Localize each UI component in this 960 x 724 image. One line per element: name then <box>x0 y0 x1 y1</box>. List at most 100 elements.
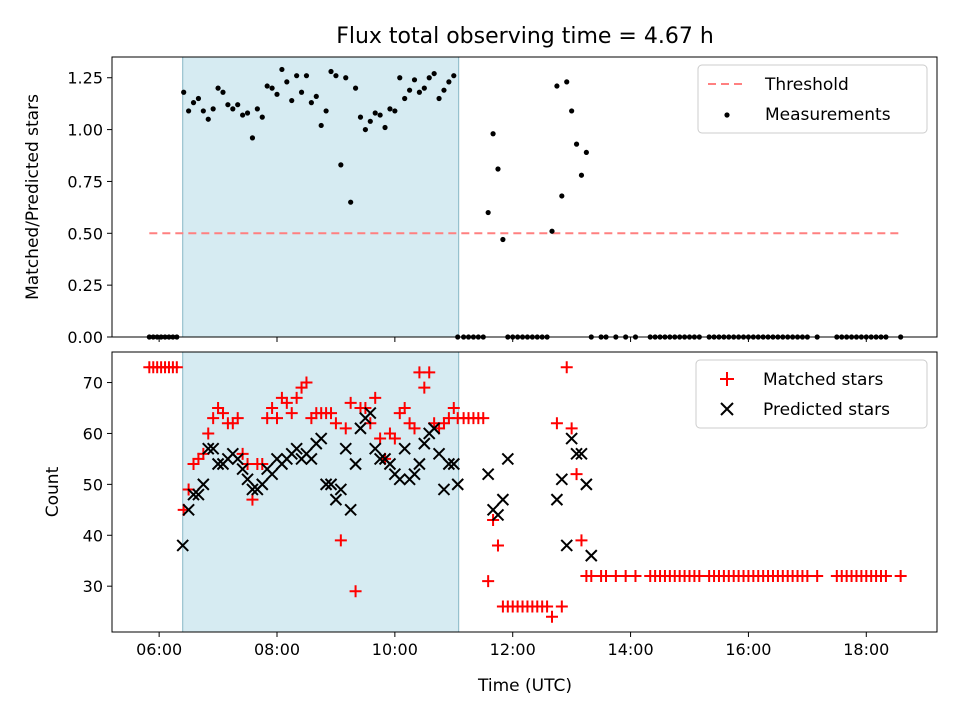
predicted-star-point <box>427 422 441 435</box>
measurement-point <box>254 106 260 112</box>
predicted-star-point <box>354 422 367 435</box>
measurement-point <box>573 141 580 147</box>
measurement-point <box>490 131 496 137</box>
measurement-point <box>382 124 388 131</box>
measurement-point <box>564 79 570 85</box>
top-shaded-interval <box>182 56 460 338</box>
matched-star-point <box>344 396 357 409</box>
x-axis-label: Time (UTC) <box>477 676 572 696</box>
legend-threshold-label: Threshold <box>764 75 849 95</box>
predicted-star-point <box>197 478 210 491</box>
bottom-axes-frame <box>111 351 938 633</box>
matched-star-point <box>541 600 554 613</box>
measurement-point <box>421 85 427 91</box>
bottom-legend: Matched stars Predicted stars <box>695 359 928 429</box>
measurement-point <box>323 108 329 114</box>
top-y-tick-label: 0.50 <box>67 224 103 243</box>
measurement-point <box>230 106 236 112</box>
matched-star-point <box>388 432 401 445</box>
legend-measurements-label: Measurements <box>765 105 891 125</box>
matched-star-point <box>575 534 588 547</box>
predicted-star-point <box>265 467 279 481</box>
matched-star-point <box>207 412 220 425</box>
predicted-star-point <box>314 432 328 445</box>
measurement-point <box>210 106 216 112</box>
predicted-star-point <box>491 508 505 522</box>
measurement-point <box>583 149 589 156</box>
bottom-y-axis-label: Count <box>43 466 63 517</box>
matched-star-point <box>231 412 244 425</box>
predicted-star-point <box>344 503 357 517</box>
predicted-star-point <box>369 442 382 455</box>
predicted-star-point <box>481 467 495 481</box>
measurement-point <box>348 199 354 205</box>
measurement-point <box>195 95 202 102</box>
legend-measurements-swatch <box>724 112 730 118</box>
top-y-tick-label: 0.00 <box>67 328 103 347</box>
measurement-point <box>303 73 310 79</box>
matched-star-point <box>565 422 578 435</box>
measurement-point <box>225 102 231 108</box>
predicted-star-point <box>329 493 343 506</box>
measurement-point <box>240 112 246 118</box>
matched-star-point <box>170 361 183 374</box>
top-axes-frame <box>111 56 938 338</box>
measurement-point <box>446 79 452 85</box>
predicted-star-point <box>256 478 269 491</box>
bottom-y-tick-label: 70 <box>83 374 103 393</box>
predicted-star-point <box>550 493 564 506</box>
matched-star-point <box>423 366 436 379</box>
measurement-point <box>406 87 413 93</box>
measurement-point <box>578 172 585 178</box>
x-tick-label: 14:00 <box>608 640 654 659</box>
measurement-point <box>416 89 423 95</box>
predicted-star-point <box>236 462 249 476</box>
measurement-point <box>328 68 334 75</box>
measurement-point <box>431 70 437 77</box>
matched-star-point <box>280 396 293 409</box>
matched-star-point <box>546 610 558 623</box>
predicted-star-point <box>383 457 397 471</box>
matched-star-point <box>349 585 362 598</box>
predicted-star-point <box>501 452 515 466</box>
bottom-y-tick-label: 60 <box>83 424 103 443</box>
matched-star-point <box>246 493 259 506</box>
predicted-star-point <box>393 473 406 486</box>
x-tick-label: 10:00 <box>372 640 418 659</box>
chart-title: Flux total observing time = 4.67 h <box>336 24 714 49</box>
matched-star-point <box>408 422 421 435</box>
measurement-point <box>411 77 418 83</box>
bottom-y-tick-label: 50 <box>83 475 103 494</box>
measurement-point <box>220 89 226 95</box>
predicted-star-point <box>290 442 303 455</box>
matched-star-point <box>266 402 279 414</box>
predicted-star-point <box>580 478 593 491</box>
measurement-point <box>284 79 290 85</box>
predicted-star-point <box>451 478 464 491</box>
measurement-point <box>205 116 211 122</box>
top-y-tick-label: 0.75 <box>67 172 103 191</box>
top-y-axis-label: Matched/Predicted stars <box>23 94 43 300</box>
top-y-tick-label: 1.25 <box>67 69 103 88</box>
measurement-point <box>372 110 378 116</box>
measurement-point <box>451 73 457 79</box>
matched-star-point <box>339 422 352 435</box>
matched-star-point <box>374 432 387 445</box>
bottom-y-tick-label: 30 <box>83 577 103 596</box>
measurement-point <box>190 100 197 106</box>
measurement-point <box>495 166 501 172</box>
matched-star-point <box>550 417 563 430</box>
measurement-point <box>279 66 285 73</box>
predicted-stars-points <box>176 406 598 562</box>
measurement-point <box>318 122 324 129</box>
matched-star-point <box>811 570 824 582</box>
predicted-star-point <box>319 478 333 491</box>
bottom-panel: 30 40 50 60 70 06:00 08:00 10:00 12:00 14:00 16:0… <box>43 351 938 696</box>
matched-star-point <box>334 534 347 547</box>
bottom-shaded-interval <box>182 351 460 633</box>
predicted-star-point <box>305 452 318 466</box>
measurement-point <box>441 87 447 93</box>
top-y-tick-label: 1.00 <box>67 121 103 140</box>
measurement-point <box>215 85 221 91</box>
top-y-tick-label: 0.25 <box>67 276 103 295</box>
